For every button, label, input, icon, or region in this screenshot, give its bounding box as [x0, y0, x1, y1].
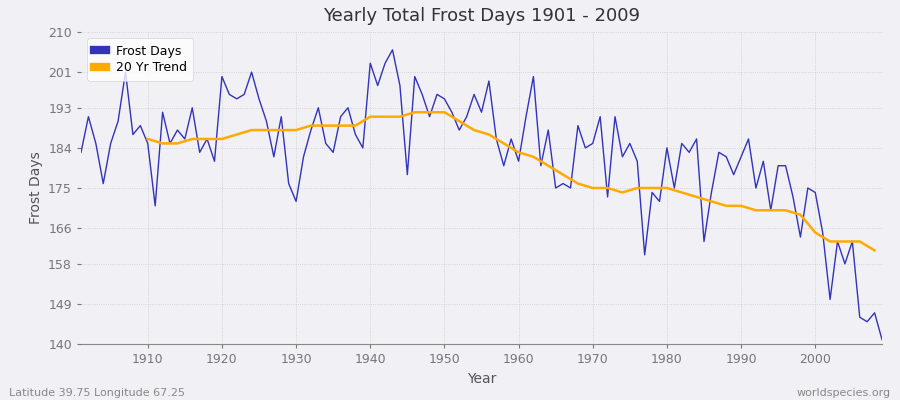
Line: Frost Days: Frost Days	[81, 50, 882, 340]
Line: 20 Yr Trend: 20 Yr Trend	[148, 112, 875, 250]
Frost Days	[135, 123, 146, 128]
Text: worldspecies.org: worldspecies.org	[796, 388, 891, 398]
20 Yr Trend	[424, 110, 435, 115]
Legend: Frost Days, 20 Yr Trend: Frost Days, 20 Yr Trend	[87, 38, 194, 80]
20 Yr Trend	[454, 119, 464, 124]
20 Yr Trend	[840, 239, 850, 244]
20 Yr Trend	[231, 132, 242, 137]
X-axis label: Year: Year	[467, 372, 496, 386]
Frost Days	[387, 48, 398, 52]
20 Yr Trend	[735, 204, 746, 208]
20 Yr Trend	[824, 239, 835, 244]
20 Yr Trend	[320, 123, 331, 128]
20 Yr Trend	[305, 123, 316, 128]
Frost Days	[877, 337, 887, 342]
20 Yr Trend	[588, 186, 598, 190]
20 Yr Trend	[543, 163, 553, 168]
20 Yr Trend	[275, 128, 286, 132]
Title: Yearly Total Frost Days 1901 - 2009: Yearly Total Frost Days 1901 - 2009	[323, 7, 640, 25]
20 Yr Trend	[247, 128, 257, 132]
Frost Days	[298, 154, 309, 159]
20 Yr Trend	[751, 208, 761, 213]
20 Yr Trend	[410, 110, 420, 115]
20 Yr Trend	[780, 208, 791, 213]
Frost Days	[343, 105, 354, 110]
Y-axis label: Frost Days: Frost Days	[29, 152, 42, 224]
20 Yr Trend	[632, 186, 643, 190]
Frost Days	[76, 150, 86, 155]
20 Yr Trend	[380, 114, 391, 119]
20 Yr Trend	[647, 186, 658, 190]
20 Yr Trend	[261, 128, 272, 132]
20 Yr Trend	[187, 136, 198, 141]
Frost Days	[609, 114, 620, 119]
20 Yr Trend	[617, 190, 628, 195]
20 Yr Trend	[677, 190, 688, 195]
20 Yr Trend	[335, 123, 346, 128]
20 Yr Trend	[483, 132, 494, 137]
20 Yr Trend	[691, 194, 702, 199]
20 Yr Trend	[439, 110, 450, 115]
20 Yr Trend	[558, 172, 569, 177]
20 Yr Trend	[469, 128, 480, 132]
20 Yr Trend	[142, 136, 153, 141]
Frost Days	[513, 159, 524, 164]
20 Yr Trend	[854, 239, 865, 244]
20 Yr Trend	[765, 208, 776, 213]
20 Yr Trend	[158, 141, 168, 146]
20 Yr Trend	[810, 230, 821, 235]
20 Yr Trend	[350, 123, 361, 128]
20 Yr Trend	[706, 199, 716, 204]
20 Yr Trend	[572, 181, 583, 186]
20 Yr Trend	[217, 136, 228, 141]
20 Yr Trend	[172, 141, 183, 146]
20 Yr Trend	[394, 114, 405, 119]
Frost Days	[520, 114, 531, 119]
20 Yr Trend	[364, 114, 375, 119]
20 Yr Trend	[795, 212, 806, 217]
Text: Latitude 39.75 Longitude 67.25: Latitude 39.75 Longitude 67.25	[9, 388, 185, 398]
20 Yr Trend	[202, 136, 212, 141]
20 Yr Trend	[513, 150, 524, 155]
20 Yr Trend	[721, 204, 732, 208]
20 Yr Trend	[662, 186, 672, 190]
20 Yr Trend	[499, 141, 509, 146]
20 Yr Trend	[528, 154, 539, 159]
20 Yr Trend	[869, 248, 880, 253]
20 Yr Trend	[602, 186, 613, 190]
20 Yr Trend	[291, 128, 302, 132]
